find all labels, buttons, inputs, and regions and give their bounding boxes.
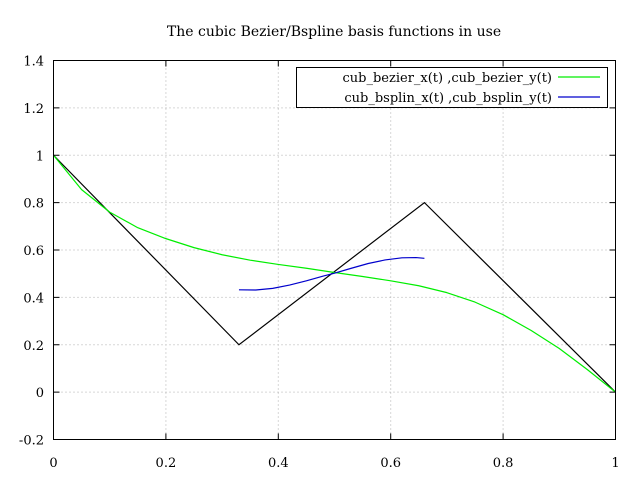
series-line-bspline — [238, 256, 425, 291]
legend-label-bspline: cub_bsplin_x(t) ,cub_bsplin_y(t) — [344, 91, 552, 106]
axis-ticks: 0 0.2 0.4 0.6 0.8 1 -0.2 0 0.2 0.4 0.6 0.8 1 1.2 1.4 — [19, 55, 620, 472]
x-tick-label: 0.2 — [156, 456, 177, 471]
y-tick-label: 1.4 — [23, 55, 44, 70]
chart-title: The cubic Bezier/Bspline basis functions… — [167, 24, 501, 40]
grid — [53, 60, 616, 440]
series-line-bezier — [53, 154, 616, 393]
y-tick-label: 0 — [36, 386, 44, 401]
y-tick-label: 0.4 — [23, 291, 44, 306]
y-tick-label: -0.2 — [19, 434, 44, 449]
legend-box — [296, 67, 608, 108]
x-tick-label: 0.8 — [493, 456, 514, 471]
y-tick-label: 0.8 — [23, 197, 44, 212]
x-tick-label: 0.4 — [268, 456, 289, 471]
legend-label-bezier: cub_bezier_x(t) ,cub_bezier_y(t) — [343, 71, 553, 86]
y-tick-label: 1.2 — [23, 102, 44, 117]
plot-curves — [53, 154, 616, 393]
x-tick-label: 0.6 — [380, 456, 401, 471]
y-tick-label: 0.2 — [23, 339, 44, 354]
y-tick-label: 0.6 — [23, 244, 44, 259]
y-tick-label: 1 — [36, 149, 44, 164]
x-tick-label: 0 — [49, 456, 57, 471]
x-tick-label: 1 — [611, 456, 619, 471]
legend: cub_bezier_x(t) ,cub_bezier_y(t) cub_bsp… — [296, 67, 608, 108]
